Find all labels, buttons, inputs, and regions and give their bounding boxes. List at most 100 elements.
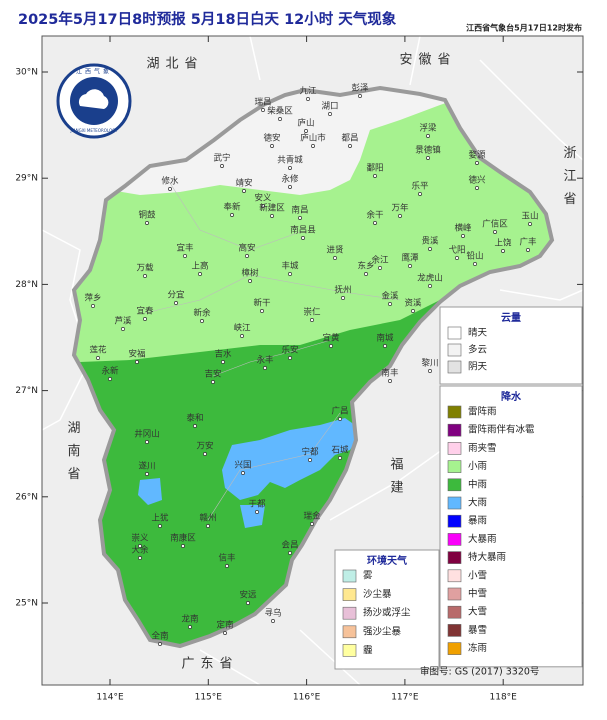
city-marker bbox=[306, 97, 310, 101]
city-label: 鄱阳 bbox=[366, 164, 383, 174]
city-label: 崇义 bbox=[131, 534, 149, 544]
city-label: 全南 bbox=[151, 631, 168, 642]
city-label: 赣州 bbox=[199, 513, 216, 524]
city-marker bbox=[288, 272, 292, 276]
city-label: 大余 bbox=[131, 545, 149, 556]
city-marker bbox=[248, 279, 252, 283]
x-tick-label: 118°E bbox=[490, 693, 518, 703]
title: 2025年5月17日8时预报 5月18日白天 12小时 天气现象 bbox=[18, 10, 397, 28]
city-label: 南城 bbox=[376, 333, 394, 344]
province-label: 安徽省 bbox=[399, 53, 456, 68]
city-label: 乐平 bbox=[411, 181, 429, 192]
city-label: 德兴 bbox=[468, 175, 486, 186]
province-label: 湖北省 bbox=[146, 57, 203, 72]
city-marker bbox=[91, 304, 95, 308]
map-frame bbox=[41, 35, 584, 686]
city-label: 南丰 bbox=[381, 368, 399, 379]
area-heavy-rain bbox=[222, 418, 362, 500]
city-label: 上饶 bbox=[494, 238, 512, 249]
city-label: 铅山 bbox=[466, 251, 483, 262]
city-label: 于都 bbox=[248, 500, 266, 510]
city-marker bbox=[138, 544, 142, 548]
city-label: 柴桑区 bbox=[267, 106, 293, 117]
city-label: 安福 bbox=[128, 349, 145, 360]
legend-title: 降水 bbox=[501, 390, 522, 403]
city-label: 庐山市 bbox=[300, 133, 326, 144]
city-label: 万年 bbox=[391, 203, 409, 214]
city-label: 上高 bbox=[191, 261, 208, 272]
city-marker bbox=[193, 424, 197, 428]
city-label: 宜黄 bbox=[322, 333, 340, 344]
city-label: 黎川 bbox=[421, 358, 438, 369]
city-marker bbox=[338, 417, 342, 421]
city-marker bbox=[288, 185, 292, 189]
y-tick-label: 30°N bbox=[15, 68, 38, 78]
city-label: 都昌 bbox=[341, 134, 358, 144]
city-label: 共青城 bbox=[277, 155, 303, 166]
city-marker bbox=[311, 144, 315, 148]
legend-swatch bbox=[447, 533, 462, 546]
logo: 江西气象 JIANGXI METEOROLOGY bbox=[56, 63, 132, 139]
legend-swatch bbox=[342, 569, 357, 583]
logo-english: JIANGXI METEOROLOGY bbox=[70, 128, 119, 133]
legend-swatch bbox=[447, 360, 462, 374]
legend-label: 小雪 bbox=[468, 570, 487, 581]
legend: 云量晴天多云阴天降水雷阵雨雷阵雨伴有冰雹雨夹雪小雨中雨大雨暴雨大暴雨特大暴雨小雪… bbox=[334, 306, 583, 670]
x-tick-label: 116°E bbox=[293, 693, 321, 703]
approval-number: 审图号: GS (2017) 3320号 bbox=[420, 666, 539, 678]
city-label: 武宁 bbox=[213, 153, 230, 164]
legend-swatch bbox=[447, 423, 462, 437]
city-label: 九江 bbox=[299, 87, 317, 97]
city-marker bbox=[174, 301, 178, 305]
city-marker bbox=[108, 377, 112, 381]
city-marker bbox=[143, 317, 147, 321]
city-label: 吉水 bbox=[214, 349, 232, 360]
city-label: 东乡 bbox=[357, 261, 374, 272]
y-tick-label: 26°N bbox=[15, 492, 38, 502]
city-marker bbox=[338, 456, 342, 460]
legend-label: 扬沙或浮尘 bbox=[363, 607, 411, 619]
city-marker bbox=[328, 112, 332, 116]
city-marker bbox=[143, 274, 147, 278]
city-marker bbox=[270, 214, 274, 218]
city-label: 横峰 bbox=[454, 223, 472, 234]
city-label: 樟树 bbox=[241, 268, 259, 279]
city-label: 信丰 bbox=[218, 553, 236, 564]
city-label: 崇仁 bbox=[303, 307, 321, 318]
legend-swatch bbox=[342, 588, 357, 601]
city-label: 浮梁 bbox=[419, 123, 437, 134]
city-marker bbox=[333, 256, 337, 260]
city-label: 进贤 bbox=[326, 246, 344, 256]
y-tick-label: 29°N bbox=[15, 174, 38, 184]
city-label: 龙虎山 bbox=[417, 273, 443, 284]
city-marker bbox=[373, 221, 377, 225]
legend-swatch bbox=[447, 326, 462, 340]
city-label: 定南 bbox=[216, 620, 233, 631]
legend-swatch bbox=[447, 405, 462, 419]
city-marker bbox=[188, 625, 192, 629]
city-marker bbox=[135, 360, 139, 364]
legend-label: 霾 bbox=[363, 645, 373, 656]
city-label: 德安 bbox=[263, 133, 280, 144]
city-label: 宜春 bbox=[136, 306, 154, 317]
city-marker bbox=[181, 544, 185, 548]
city-marker bbox=[138, 556, 142, 560]
y-tick-label: 27°N bbox=[15, 386, 38, 396]
legend-label: 雾 bbox=[363, 571, 373, 582]
city-label: 宜丰 bbox=[176, 243, 194, 254]
city-marker bbox=[145, 221, 149, 225]
legend-swatch bbox=[447, 343, 462, 357]
city-marker bbox=[255, 510, 259, 514]
legend-title: 环境天气 bbox=[367, 554, 407, 567]
city-marker bbox=[221, 360, 225, 364]
city-marker bbox=[426, 156, 430, 160]
legend-label: 大雪 bbox=[468, 606, 487, 618]
city-label: 贵溪 bbox=[421, 236, 439, 247]
legend-box bbox=[439, 385, 583, 668]
city-label: 瑞昌 bbox=[254, 97, 271, 108]
city-marker bbox=[341, 296, 345, 300]
city-label: 金溪 bbox=[381, 291, 399, 302]
city-label: 广信区 bbox=[482, 219, 508, 230]
legend-swatch bbox=[447, 551, 462, 564]
